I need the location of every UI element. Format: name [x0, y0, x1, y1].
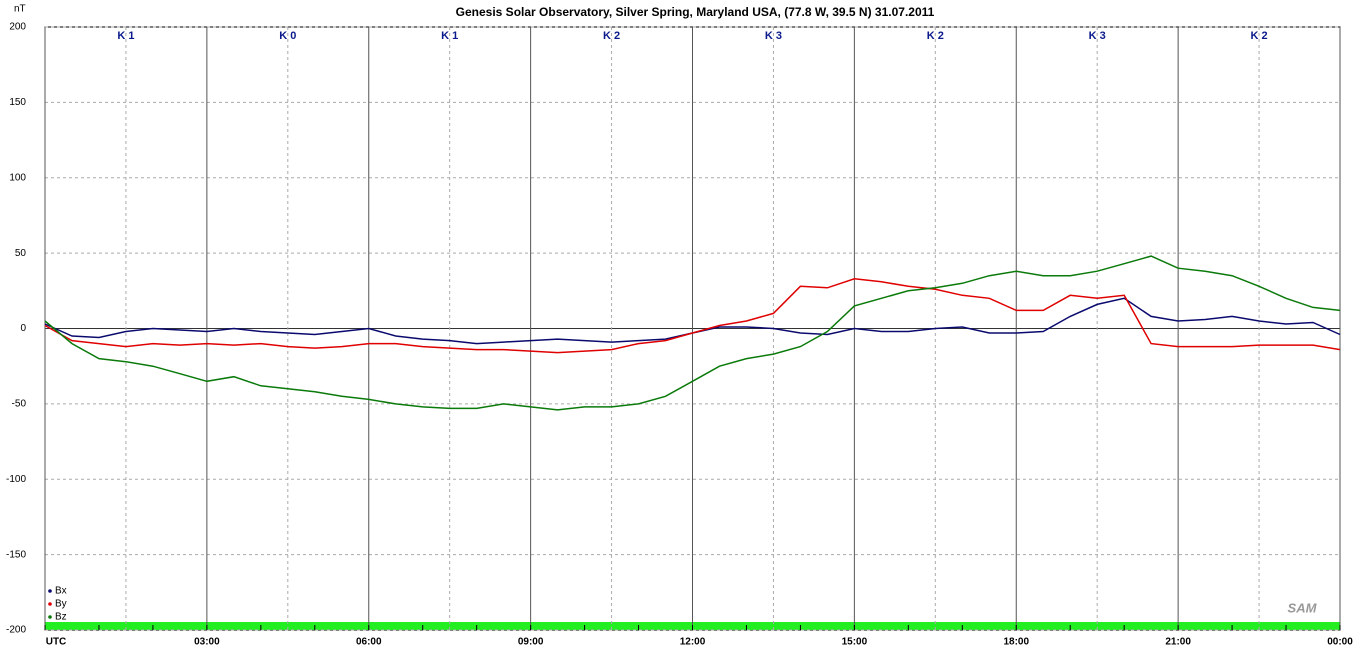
logo: SAM: [1288, 600, 1318, 615]
legend-marker: [48, 589, 52, 593]
k-index-label: K 2: [927, 30, 944, 42]
k-index-label: K 3: [765, 30, 782, 42]
legend-marker: [48, 615, 52, 619]
y-axis-label: nT: [14, 4, 26, 15]
k-index-label: K 2: [1251, 30, 1268, 42]
k-index-label: K 1: [117, 30, 134, 42]
y-tick-label: -150: [6, 549, 26, 560]
y-tick-label: -50: [12, 399, 27, 410]
k-index-label: K 2: [603, 30, 620, 42]
x-tick-label: UTC: [46, 637, 67, 648]
x-tick-label: 15:00: [842, 637, 868, 648]
legend-label: Bx: [55, 586, 67, 597]
y-tick-label: 150: [9, 97, 26, 108]
k-index-label: K 3: [1089, 30, 1106, 42]
k-index-label: K 0: [279, 30, 296, 42]
x-tick-label: 21:00: [1165, 637, 1191, 648]
x-tick-label: 00:00: [1327, 637, 1353, 648]
y-tick-label: -200: [6, 625, 26, 636]
x-tick-label: 12:00: [680, 637, 706, 648]
x-tick-label: 18:00: [1003, 637, 1029, 648]
legend-label: By: [55, 599, 67, 610]
x-tick-label: 03:00: [194, 637, 220, 648]
data-line: [44, 278, 1341, 354]
legend-marker: [48, 602, 52, 606]
y-tick-label: 0: [20, 323, 26, 334]
legend-label: Bz: [55, 612, 67, 623]
y-tick-label: -100: [6, 474, 26, 485]
data-line: [44, 255, 1341, 411]
k-index-label: K 1: [441, 30, 458, 42]
x-tick-label: 06:00: [356, 637, 382, 648]
y-tick-label: 50: [15, 248, 27, 259]
x-tick-label: 09:00: [518, 637, 544, 648]
chart-title: Genesis Solar Observatory, Silver Spring…: [456, 5, 935, 19]
y-tick-label: 100: [9, 172, 26, 183]
y-tick-label: 200: [9, 22, 26, 33]
